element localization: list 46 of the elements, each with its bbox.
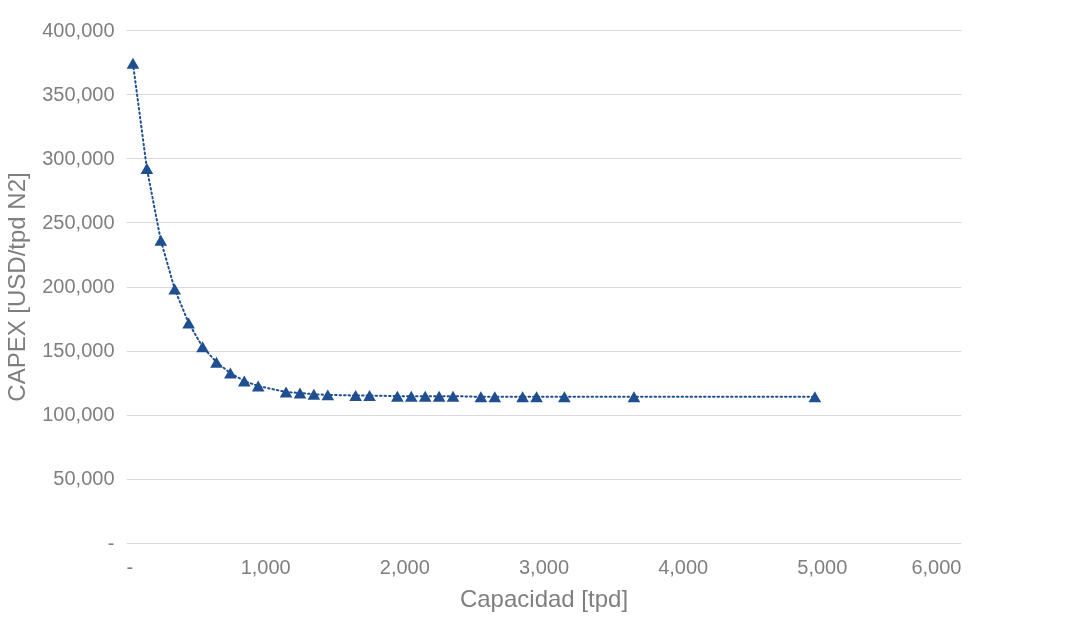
point [210, 356, 223, 368]
point [516, 391, 529, 403]
y-tick-label: 250,000 [42, 210, 115, 233]
y-tick-label: 50,000 [53, 467, 115, 490]
point [321, 389, 335, 401]
point [391, 390, 404, 402]
point [488, 391, 502, 403]
point [474, 391, 488, 403]
point [307, 388, 321, 400]
y-tick-label: 350,000 [42, 82, 115, 105]
x-tick-label: 5,000 [797, 555, 848, 578]
y-tick-label: 400,000 [42, 18, 115, 41]
point [251, 380, 265, 392]
point [168, 283, 182, 295]
point [558, 391, 571, 403]
point [363, 390, 376, 401]
point [404, 390, 418, 402]
y-axis-title: CAPEX [USD/tpd N2] [3, 172, 31, 402]
y-tick-label: 300,000 [42, 146, 115, 169]
x-tick-label: 3,000 [518, 555, 570, 578]
point [154, 234, 168, 246]
y-tick-label: 100,000 [42, 403, 115, 426]
point [627, 391, 641, 403]
point [530, 391, 543, 403]
x-tick-label: 6,000 [911, 555, 962, 578]
point [126, 57, 140, 69]
point [349, 390, 362, 401]
y-tick-label: 150,000 [42, 339, 115, 362]
point [196, 341, 209, 353]
x-tick-label: - [126, 555, 134, 578]
point [279, 386, 293, 398]
x-axis-title: Capacidad [tpd] [459, 584, 629, 612]
x-tick-label: 2,000 [379, 555, 430, 578]
point [808, 391, 822, 403]
y-tick-label: - [107, 531, 115, 554]
point [140, 163, 154, 174]
point [293, 387, 307, 399]
point [237, 375, 251, 387]
point [182, 317, 195, 329]
point [432, 390, 446, 402]
y-tick-label: 200,000 [42, 275, 115, 297]
x-tick-label: 1,000 [240, 555, 291, 578]
point [418, 390, 432, 402]
point [446, 390, 460, 402]
point [224, 367, 237, 379]
x-tick-label: 4,000 [658, 555, 709, 578]
